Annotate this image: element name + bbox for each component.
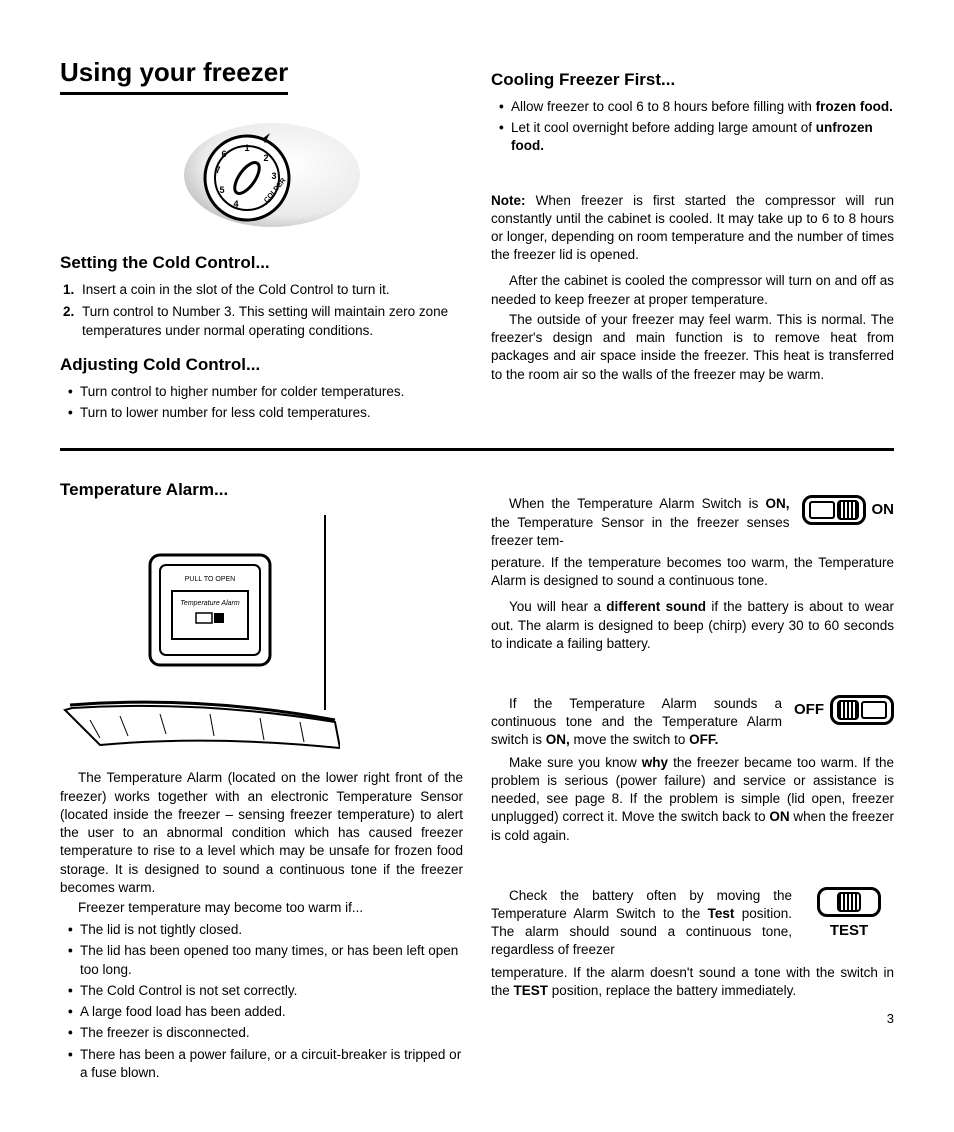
adjusting-cold-control-heading: Adjusting Cold Control... bbox=[60, 354, 463, 377]
svg-text:2: 2 bbox=[263, 153, 268, 163]
switch-test-graphic: TEST bbox=[804, 887, 894, 941]
page-number: 3 bbox=[491, 1010, 894, 1028]
list-item: Let it cool overnight before adding larg… bbox=[499, 119, 894, 155]
svg-text:7: 7 bbox=[215, 165, 220, 175]
on-switch-text: When the Temperature Alarm Switch is ON,… bbox=[491, 495, 790, 550]
cold-control-dial-illustration: 1 2 3 7 6 5 4 COLDER bbox=[60, 113, 463, 238]
body-paragraph: temperature. If the alarm doesn't sound … bbox=[491, 964, 894, 1000]
list-item: The lid is not tightly closed. bbox=[68, 921, 463, 939]
svg-text:4: 4 bbox=[233, 199, 238, 209]
cooling-freezer-first-heading: Cooling Freezer First... bbox=[491, 69, 894, 92]
section-divider bbox=[60, 448, 894, 451]
list-item: Insert a coin in the slot of the Cold Co… bbox=[78, 281, 463, 299]
body-paragraph: The outside of your freezer may feel war… bbox=[491, 311, 894, 384]
list-item: Turn control to Number 3. This setting w… bbox=[78, 303, 463, 339]
note-paragraph: Note: When freezer is first started the … bbox=[491, 192, 894, 265]
warm-causes-list: The lid is not tightly closed. The lid h… bbox=[60, 921, 463, 1082]
svg-text:6: 6 bbox=[221, 149, 226, 159]
list-item: The freezer is disconnected. bbox=[68, 1024, 463, 1042]
body-paragraph: You will hear a different sound if the b… bbox=[491, 598, 894, 653]
setting-cold-control-list: Insert a coin in the slot of the Cold Co… bbox=[60, 281, 463, 340]
body-paragraph: The Temperature Alarm (located on the lo… bbox=[60, 769, 463, 897]
cooling-bullets: Allow freezer to cool 6 to 8 hours befor… bbox=[491, 98, 894, 156]
svg-text:5: 5 bbox=[219, 185, 224, 195]
switch-off-graphic: OFF bbox=[794, 695, 894, 725]
list-item: A large food load has been added. bbox=[68, 1003, 463, 1021]
list-item: Allow freezer to cool 6 to 8 hours befor… bbox=[499, 98, 894, 116]
body-paragraph: perature. If the temperature becomes too… bbox=[491, 554, 894, 590]
body-paragraph: Freezer temperature may become too warm … bbox=[60, 899, 463, 917]
body-paragraph: After the cabinet is cooled the compress… bbox=[491, 272, 894, 308]
page-title: Using your freezer bbox=[60, 55, 288, 95]
temperature-alarm-heading: Temperature Alarm... bbox=[60, 479, 463, 502]
list-item: The lid has been opened too many times, … bbox=[68, 942, 463, 978]
list-item: The Cold Control is not set correctly. bbox=[68, 982, 463, 1000]
off-switch-text: If the Temperature Alarm sounds a contin… bbox=[491, 695, 782, 750]
svg-text:Temperature Alarm: Temperature Alarm bbox=[180, 600, 240, 607]
test-switch-text: Check the battery often by moving the Te… bbox=[491, 887, 792, 960]
svg-text:1: 1 bbox=[244, 143, 249, 153]
svg-text:PULL TO OPEN: PULL TO OPEN bbox=[185, 576, 235, 583]
svg-text:3: 3 bbox=[271, 171, 276, 181]
temperature-alarm-illustration: PULL TO OPEN Temperature Alarm bbox=[60, 510, 463, 755]
body-paragraph: Make sure you know why the freezer becam… bbox=[491, 754, 894, 845]
setting-cold-control-heading: Setting the Cold Control... bbox=[60, 252, 463, 275]
switch-on-graphic: ON bbox=[802, 495, 895, 525]
list-item: There has been a power failure, or a cir… bbox=[68, 1046, 463, 1082]
list-item: Turn control to higher number for colder… bbox=[68, 383, 463, 401]
adjusting-cold-control-list: Turn control to higher number for colder… bbox=[60, 383, 463, 422]
list-item: Turn to lower number for less cold tempe… bbox=[68, 404, 463, 422]
